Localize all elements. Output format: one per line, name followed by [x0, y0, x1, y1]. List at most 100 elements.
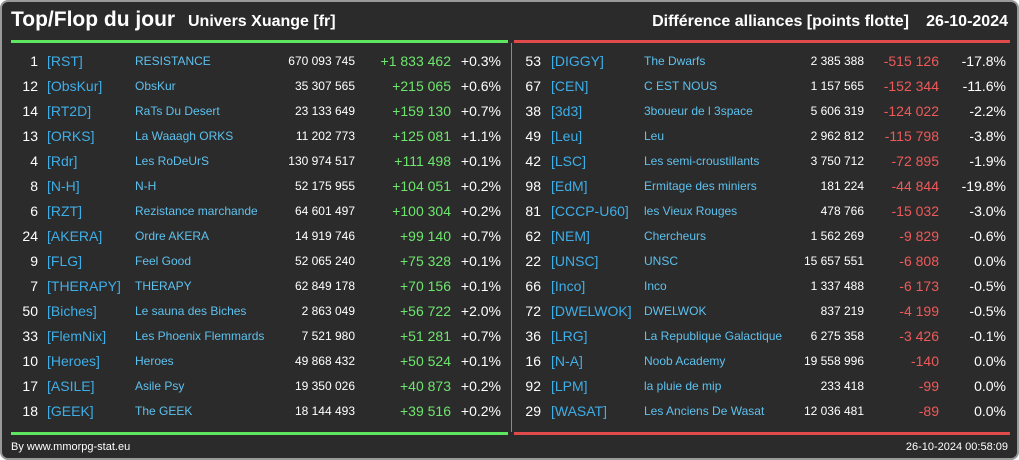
top-accent-bar-bottom — [11, 432, 508, 435]
alliance-name-link[interactable]: The GEEK — [135, 404, 193, 418]
top-losers-panel: 53 [DIGGY] The Dwarfs 2 385 388 -515 126 -17.… — [514, 49, 1010, 424]
alliance-name-link[interactable]: la pluie de mip — [644, 379, 722, 393]
alliance-tag-link[interactable]: [Biches] — [47, 303, 97, 319]
alliance-name-link[interactable]: les Vieux Rouges — [644, 204, 738, 218]
alliance-name-link[interactable]: La Waaagh ORKS — [135, 129, 234, 143]
alliance-tag-link[interactable]: [N-H] — [47, 178, 80, 194]
percent-change: +0.2% — [460, 203, 501, 219]
alliance-points: 1 337 488 — [810, 279, 864, 293]
percent-change: -11.6% — [962, 78, 1006, 94]
alliance-tag-link[interactable]: [ObsKur] — [47, 78, 103, 94]
alliance-rank: 50 — [22, 303, 38, 319]
alliance-tag-link[interactable]: [Rdr] — [47, 153, 78, 169]
alliance-tag-link[interactable]: [UNSC] — [551, 253, 599, 269]
alliance-tag-link[interactable]: [FLG] — [47, 253, 83, 269]
alliance-name-link[interactable]: Feel Good — [135, 254, 192, 268]
alliance-name-link[interactable]: Ermitage des miniers — [644, 179, 757, 193]
alliance-name-link[interactable]: Les Anciens De Wasat — [644, 404, 765, 418]
alliance-name-link[interactable]: Ordre AKERA — [135, 229, 210, 243]
top-gainer-row: 50 [Biches] Le sauna des Biches 2 863 049 +5… — [11, 299, 508, 324]
percent-change: -0.5% — [969, 303, 1006, 319]
alliance-name-link[interactable]: N-H — [135, 179, 157, 193]
alliance-name-link[interactable]: La Republique Galactique — [644, 329, 783, 343]
alliance-points: 130 974 517 — [288, 154, 355, 168]
percent-change: +0.1% — [460, 253, 501, 269]
alliance-name-link[interactable]: Les Phoenix Flemmards — [135, 329, 265, 343]
points-difference: +40 873 — [400, 378, 451, 394]
alliance-name-link[interactable]: Asile Psy — [135, 379, 185, 393]
points-difference: -124 022 — [883, 103, 939, 119]
top-gainer-row: 33 [FlemNix] Les Phoenix Flemmards 7 521 98… — [11, 324, 508, 349]
points-difference: -4 199 — [899, 303, 939, 319]
alliance-tag-link[interactable]: [Inco] — [551, 278, 586, 294]
alliance-tag-link[interactable]: [NEM] — [551, 228, 590, 244]
points-difference: +75 328 — [400, 253, 451, 269]
alliance-name-link[interactable]: ObsKur — [135, 79, 176, 93]
alliance-tag-link[interactable]: [GEEK] — [47, 403, 94, 419]
alliance-tag-link[interactable]: [3d3] — [551, 103, 583, 119]
alliance-name-link[interactable]: C EST NOUS — [644, 79, 718, 93]
alliance-tag-link[interactable]: [DIGGY] — [551, 53, 604, 69]
top-loser-row: 81 [CCCP-U60] les Vieux Rouges 478 766 -15 0… — [514, 199, 1010, 224]
alliance-name-link[interactable]: Le sauna des Biches — [135, 304, 247, 318]
alliance-name-link[interactable]: UNSC — [644, 254, 679, 268]
alliance-name-link[interactable]: Rezistance marchande — [135, 204, 258, 218]
alliance-tag-link[interactable]: [CEN] — [551, 78, 589, 94]
alliance-rank: 66 — [525, 278, 541, 294]
alliance-name-link[interactable]: DWELWOK — [644, 304, 707, 318]
alliance-points: 12 036 481 — [803, 404, 864, 418]
alliance-tag-link[interactable]: [THERAPY] — [47, 278, 121, 294]
alliance-name-link[interactable]: RaTs Du Desert — [135, 104, 220, 118]
alliance-name-link[interactable]: Noob Academy — [644, 354, 726, 368]
top-loser-row: 72 [DWELWOK] DWELWOK 837 219 -4 199 -0.5% — [514, 299, 1010, 324]
alliance-tag-link[interactable]: [LPM] — [551, 378, 588, 394]
percent-change: -2.2% — [969, 103, 1006, 119]
alliance-rank: 98 — [525, 178, 541, 194]
alliance-rank: 49 — [525, 128, 541, 144]
alliance-tag-link[interactable]: [Heroes] — [47, 353, 100, 369]
alliance-tag-link[interactable]: [DWELWOK] — [551, 303, 632, 319]
alliance-points: 233 418 — [820, 379, 864, 393]
alliance-name-link[interactable]: 3boueur de l 3space — [644, 104, 753, 118]
top-gainer-row: 10 [Heroes] Heroes 49 868 432 +50 524 +0.1% — [11, 349, 508, 374]
points-difference: -6 173 — [899, 278, 939, 294]
alliance-tag-link[interactable]: [ORKS] — [47, 128, 95, 144]
alliance-name-link[interactable]: Inco — [644, 279, 667, 293]
alliance-name-link[interactable]: Leu — [644, 129, 665, 143]
alliance-name-link[interactable]: The Dwarfs — [644, 54, 706, 68]
alliance-name-link[interactable]: Heroes — [135, 354, 174, 368]
alliance-tag-link[interactable]: [RZT] — [47, 203, 82, 219]
alliance-tag-link[interactable]: [AKERA] — [47, 228, 103, 244]
alliance-points: 6 275 358 — [810, 329, 864, 343]
alliance-tag-link[interactable]: [FlemNix] — [47, 328, 107, 344]
points-difference: +70 156 — [400, 278, 451, 294]
alliance-points: 19 350 026 — [294, 379, 355, 393]
top-accent-bar — [11, 40, 508, 43]
alliance-name-link[interactable]: THERAPY — [135, 279, 192, 293]
alliance-tag-link[interactable]: [LSC] — [551, 153, 587, 169]
alliance-tag-link[interactable]: [ASILE] — [47, 378, 95, 394]
alliance-tag-link[interactable]: [WASAT] — [551, 403, 607, 419]
top-gainer-row: 17 [ASILE] Asile Psy 19 350 026 +40 873 +0.2% — [11, 374, 508, 399]
alliance-name-link[interactable]: Chercheurs — [644, 229, 707, 243]
alliance-name-link[interactable]: Les RoDeUrS — [135, 154, 210, 168]
percent-change: -1.9% — [969, 153, 1006, 169]
alliance-tag-link[interactable]: [Leu] — [551, 128, 583, 144]
points-difference: +104 051 — [392, 178, 451, 194]
alliance-tag-link[interactable]: [N-A] — [551, 353, 583, 369]
percent-change: +0.2% — [460, 403, 501, 419]
top-loser-row: 16 [N-A] Noob Academy 19 558 996 -140 0.0% — [514, 349, 1010, 374]
alliance-name-link[interactable]: RESISTANCE — [135, 54, 211, 68]
percent-change: +0.1% — [460, 153, 501, 169]
alliance-tag-link[interactable]: [RT2D] — [47, 103, 92, 119]
alliance-tag-link[interactable]: [EdM] — [551, 178, 588, 194]
alliance-tag-link[interactable]: [LRG] — [551, 328, 588, 344]
top-loser-row: 98 [EdM] Ermitage des miniers 181 224 -44 84… — [514, 174, 1010, 199]
percent-change: 0.0% — [974, 403, 1006, 419]
alliance-tag-link[interactable]: [CCCP-U60] — [551, 203, 629, 219]
alliance-tag-link[interactable]: [RST] — [47, 53, 83, 69]
alliance-points: 11 202 773 — [295, 129, 355, 143]
alliance-name-link[interactable]: Les semi-croustillants — [644, 154, 760, 168]
percent-change: 0.0% — [974, 353, 1006, 369]
